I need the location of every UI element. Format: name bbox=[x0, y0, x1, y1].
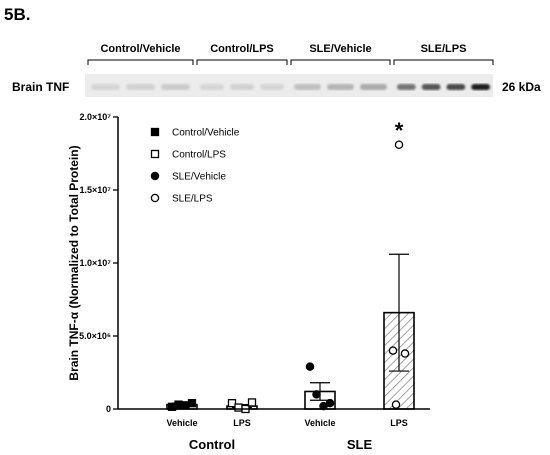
western-blot: Control/Vehicle Control/LPS SLE/Vehicle SLE… bbox=[12, 43, 541, 97]
data-point bbox=[247, 398, 257, 407]
x-group-label: Control bbox=[189, 437, 235, 452]
data-point bbox=[227, 399, 237, 408]
x-tick-label: LPS bbox=[233, 418, 251, 428]
blot-lane-bracket bbox=[87, 59, 194, 65]
bar-chart: 0 5.0×10⁶ 1.0×10⁷ 1.5×10⁷ 2.0×10⁷ Vehicle LPS… bbox=[67, 112, 430, 452]
legend-marker bbox=[150, 171, 160, 181]
y-tick-label: 0 bbox=[106, 404, 111, 414]
legend-marker bbox=[150, 149, 160, 159]
y-tick-label: 5.0×10⁶ bbox=[79, 331, 111, 341]
blot-band bbox=[294, 84, 321, 90]
y-tick-label: 2.0×10⁷ bbox=[80, 112, 112, 122]
blot-lane-label: SLE/LPS bbox=[421, 43, 467, 55]
blot-band bbox=[327, 84, 354, 90]
data-point bbox=[394, 140, 404, 149]
legend-label: SLE/Vehicle bbox=[172, 172, 226, 183]
blot-band bbox=[446, 84, 466, 90]
x-tick-label: Vehicle bbox=[166, 418, 197, 428]
blot-band bbox=[161, 84, 190, 90]
legend-marker bbox=[150, 193, 160, 203]
data-point bbox=[312, 390, 321, 399]
y-axis-label: Brain TNF-α (Normalized to Total Protein… bbox=[67, 145, 81, 380]
data-point bbox=[325, 398, 335, 408]
data-point bbox=[187, 399, 197, 408]
blot-band bbox=[91, 84, 120, 90]
y-tick-label: 1.5×10⁷ bbox=[80, 185, 112, 195]
y-tick-label: 1.0×10⁷ bbox=[80, 258, 112, 268]
blot-lane-bracket bbox=[393, 59, 494, 65]
blot-strip bbox=[85, 74, 493, 97]
legend-label: Control/LPS bbox=[172, 150, 226, 161]
legend-label: SLE/LPS bbox=[172, 194, 213, 205]
blot-band bbox=[360, 84, 387, 90]
blot-lane-label: SLE/Vehicle bbox=[309, 43, 371, 55]
x-tick-label: Vehicle bbox=[304, 418, 335, 428]
blot-band bbox=[260, 84, 284, 90]
blot-band bbox=[397, 84, 416, 90]
blot-band bbox=[471, 84, 490, 90]
significance-marker: * bbox=[395, 118, 404, 143]
data-point bbox=[174, 400, 183, 409]
blot-row-label: Brain TNF bbox=[12, 80, 69, 94]
data-point bbox=[391, 400, 401, 409]
blot-size-label: 26 kDa bbox=[502, 80, 541, 94]
x-tick-label: LPS bbox=[390, 418, 408, 428]
blot-lane-label: Control/LPS bbox=[210, 43, 274, 55]
data-point bbox=[388, 346, 398, 355]
data-point bbox=[400, 349, 410, 358]
blot-lane-bracket bbox=[290, 59, 391, 65]
data-point bbox=[234, 403, 243, 412]
blot-band bbox=[126, 84, 155, 90]
legend-label: Control/Vehicle bbox=[172, 128, 240, 139]
blot-band bbox=[200, 84, 224, 90]
legend-marker bbox=[150, 127, 160, 137]
x-group-label: SLE bbox=[347, 437, 373, 452]
blot-lane-bracket bbox=[196, 59, 288, 65]
blot-band bbox=[421, 84, 441, 90]
panel-label: 5B. bbox=[4, 5, 30, 24]
blot-band bbox=[230, 84, 254, 90]
data-point bbox=[305, 362, 315, 371]
blot-lane-label: Control/Vehicle bbox=[100, 43, 180, 55]
